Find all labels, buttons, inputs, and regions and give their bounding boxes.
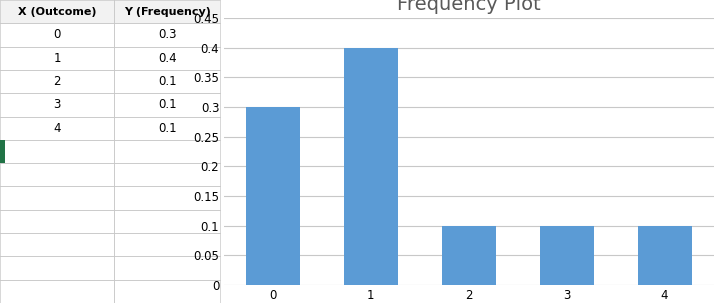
Bar [115, 0, 220, 23]
Text: 0.1: 0.1 [158, 98, 177, 112]
Title: Frequency Plot: Frequency Plot [397, 0, 541, 14]
Bar [637, 225, 691, 285]
Bar [442, 225, 495, 285]
Bar [344, 48, 397, 285]
Text: 2: 2 [53, 75, 61, 88]
Text: 3: 3 [53, 98, 61, 112]
Bar [540, 225, 593, 285]
Text: 0.3: 0.3 [158, 28, 177, 42]
Text: 0.1: 0.1 [158, 122, 177, 135]
Text: Y (Frequency): Y (Frequency) [124, 7, 211, 17]
Bar [0, 140, 6, 163]
Text: 0.1: 0.1 [158, 75, 177, 88]
Text: 1: 1 [53, 52, 61, 65]
Bar [0, 0, 115, 23]
Bar [246, 107, 300, 285]
Text: X (Outcome): X (Outcome) [18, 7, 97, 17]
Text: 4: 4 [53, 122, 61, 135]
Text: 0.4: 0.4 [158, 52, 177, 65]
Text: 0: 0 [53, 28, 61, 42]
